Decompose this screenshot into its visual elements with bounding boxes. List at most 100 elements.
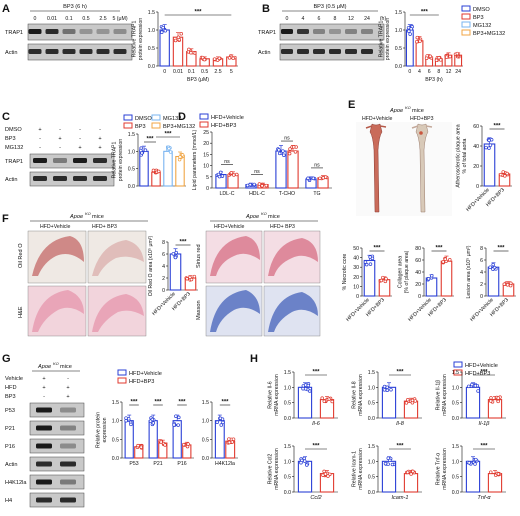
panel-c-actin-band-0 (33, 176, 47, 181)
panel-h-chart-0-ytick-label-1: 0.5 (284, 401, 291, 407)
aorta-vehicle-image (369, 123, 383, 213)
panel-h-chart-4-pt-0-7 (383, 461, 388, 466)
panel-h-chart-1-pt-1-6 (410, 398, 415, 403)
panel-h-chart-5-ytick-label-3: 1.5 (452, 444, 459, 450)
panel-f-oil-chart-sig-0: *** (179, 240, 187, 246)
panel-g-blot-P53 (29, 402, 85, 418)
panel-h-chart-3-pt-0-0 (302, 459, 307, 463)
panel-g-mice-main: Apoe (37, 364, 51, 370)
panel-f-histology: Apoe KO mice HFD+Vehicle HFD+ BP3 Oil Re… (18, 211, 321, 337)
panel-f-oil-chart-pt-0-4 (174, 250, 178, 255)
panel-a-actin-band-2 (62, 49, 76, 54)
panel-a-lane-5: 5 (μM) (112, 16, 127, 22)
panel-h-chart-0-pt-0-6 (303, 387, 308, 391)
panel-h-chart-3-ytick-label-3: 1.5 (284, 444, 291, 450)
panel-e-chart-ylabel-0: Atherosclerotic plaque area (456, 124, 462, 187)
panel-c-chart-ytick-label-3: 1.5 (128, 132, 135, 138)
panel-h-chart-5-ylabel-1: mRNA expression (442, 448, 448, 490)
panel-h-chart-3-pt-0-4 (305, 463, 309, 467)
panel-g-blot-H4K12la (29, 474, 85, 490)
panel-g-chart-xlabel-1: P21 (153, 461, 162, 467)
panel-a-chart-xlabel-1: 0.01 (173, 69, 183, 75)
panel-h-chart-5-ytick-label-2: 1.0 (452, 459, 459, 465)
panel-h-chart-4-ylabel-1: mRNA expression (358, 448, 364, 490)
panel-g-chart-xlabel-0: P53 (129, 461, 138, 467)
panel-g-blot-H4 (29, 492, 85, 508)
panel-e-chart-ytick-label-1: 20 (473, 164, 479, 170)
panel-f-collagen-chart-pt-0-2 (429, 274, 434, 278)
panel-g2-chart-pt-0-3 (215, 420, 219, 424)
panel-a-actin-band-3 (79, 49, 93, 54)
panel-h-chart-2-ytick-label-1: 0.5 (452, 401, 459, 407)
legend-d-vehicle: HFD+Vehicle (211, 115, 244, 121)
panel-b-actin-band-4 (345, 49, 357, 54)
panel-h-chart-1-pt-1-7 (406, 398, 410, 402)
panel-g-chart-pt-4-5 (172, 423, 176, 427)
panel-f-necrotic-chart-pt-1-5 (379, 278, 384, 283)
panel-e-chart-pt-0-0 (488, 143, 493, 147)
panel-g-chart-ylabel-1: expression (102, 417, 108, 442)
panel-f-oil-chart-pt-1-4 (188, 275, 192, 280)
panel-d-chart-xlabel-2: T-CHO (279, 191, 295, 197)
panel-d-chart-ytick-label-0: 0 (206, 186, 209, 192)
panel-e-group-vehicle: HFD+Vehicle (362, 116, 393, 122)
legend-d-bp3: HFD+BP3 (211, 123, 236, 129)
panel-a-chart-xlabel-5: 5 (230, 69, 233, 75)
panel-a-trap1-band-2 (62, 29, 76, 34)
panel-f-collagen-chart-pt-1-4 (448, 258, 452, 262)
panel-label-a: A (2, 3, 10, 15)
panel-a-lane-3: 0.5 (82, 16, 89, 22)
panel-d-chart-pt-4-5 (277, 148, 281, 152)
panel-a-chart-ytick-label-0: 0.0 (148, 64, 155, 70)
panel-h-chart-4-xlabel-0: Icam-1 (391, 495, 408, 501)
panel-a-trap1-band-5 (113, 29, 127, 34)
panel-a-chart-pt-4-5 (217, 56, 222, 61)
panel-e-chart-pt-1-2 (498, 172, 503, 177)
panel-e-chart-ylabel-1: % of total aorta (462, 138, 468, 173)
panel-g-chart: 0.0 0.5 1.0 1.5 Relative protein expression P5… (96, 400, 194, 467)
panel-f-oil-chart-ytick-label-2: 4 (162, 264, 165, 270)
panel-h-chart-1-pt-1-5 (404, 401, 409, 405)
panel-h-chart-4-pt-1-6 (411, 469, 415, 474)
panel-f-lesion-chart-sig-0: *** (497, 246, 505, 252)
panel-g-band-H4-0 (36, 497, 52, 503)
panel-d-chart-pt-6-5 (306, 176, 310, 181)
panel-c-blot: DMSO BP3 MG132 + - - - - + - + - - + + TRAP1 Actin (5, 127, 115, 187)
panel-d-chart-pt-0-1 (218, 170, 223, 175)
panel-f-oil-chart-pt-0-2 (171, 252, 176, 256)
panel-g-legend: HFD+Vehicle HFD+BP3 (117, 369, 162, 385)
panel-h-chart-0-ytick-label-3: 1.5 (284, 370, 291, 376)
panel-g2-chart-pt-0-0 (221, 420, 225, 425)
panel-b-row-actin: Actin (258, 50, 270, 56)
panel-h-chart-1-ylabel-0: Relative Il-8 (352, 381, 358, 409)
panel-g-band-H4-1 (60, 497, 76, 503)
panel-c-chart-pt-0-5 (139, 148, 143, 153)
panel-g2-chart-ytick-label-0: 0.0 (202, 456, 209, 462)
panel-f-collagen-chart-pt-1-1 (441, 260, 445, 264)
panel-b-chart-ylabel-1: protein expression (385, 18, 391, 61)
legend-h-bp3: HFD+BP3 (465, 371, 490, 377)
legend-swatch-dmso (461, 5, 471, 12)
panel-h-chart-0-pt-0-7 (306, 383, 311, 388)
panel-g-sign-1-0: + (42, 385, 45, 391)
panel-g-band-Actin-1 (60, 461, 76, 467)
panel-f-oil-chart-ylabel-0: Oil Red O area (x10⁵ μm²) (148, 235, 154, 296)
panel-g-sign-1-1: + (66, 385, 69, 391)
legend-swatch-mg132 (461, 21, 471, 28)
panel-g-sign-0-0: + (42, 376, 45, 382)
panel-a-actin-band-1 (45, 49, 59, 54)
panel-h-chart-3-ytick-label-1: 0.5 (284, 475, 291, 481)
panel-g-chart-xlabel-2: P16 (177, 461, 186, 467)
panel-a-lane-1: 0.01 (47, 16, 57, 22)
panel-b-row-trap1: TRAP1 (258, 30, 276, 36)
aorta-bp3-image (415, 123, 429, 213)
panel-c-chart-ytick-label-2: 1.0 (128, 149, 135, 155)
panel-f-necrotic-chart-pt-0-4 (363, 260, 368, 264)
panel-a-chart-pt-1-4 (173, 38, 178, 43)
panel-h-chart-0-sig-0: *** (312, 370, 320, 376)
panel-a-chart-pt-1-5 (179, 32, 184, 36)
panel-h-chart-1-pt-1-3 (413, 399, 418, 403)
panel-f-necrotic-chart-pt-0-5 (368, 262, 373, 266)
